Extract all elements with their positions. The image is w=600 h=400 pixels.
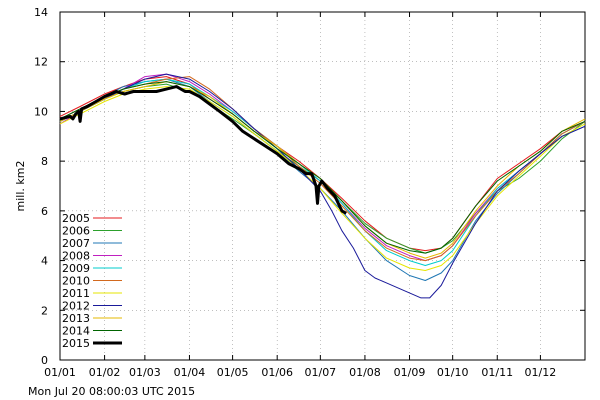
series-line-2013 [59, 81, 586, 259]
chart-legend: 2005200620072008200920102011201220132014… [62, 212, 122, 350]
x-tick-label: 01/11 [481, 366, 513, 379]
series-line-2006 [59, 83, 586, 254]
series-line-2010 [59, 76, 586, 262]
series-line-2008 [59, 73, 586, 262]
x-tick-label: 01/01 [44, 366, 76, 379]
x-tick-label: 01/08 [349, 366, 381, 379]
legend-label-2007: 2007 [62, 237, 90, 250]
chart-axes: 0 2 4 6 8 10 12 14 01/01 01/02 01/03 01/04 01/05 01/0… [34, 6, 586, 379]
legend-label-2013: 2013 [62, 312, 90, 325]
series-line-2014 [59, 81, 586, 254]
legend-label-2014: 2014 [62, 325, 90, 338]
y-tick-label: 14 [34, 6, 48, 19]
y-tick-label: 8 [41, 155, 48, 168]
series-line-2005 [59, 76, 586, 252]
y-tick-label: 4 [41, 255, 48, 268]
chart-series [59, 73, 586, 299]
y-tick-label: 6 [41, 205, 48, 218]
legend-label-2005: 2005 [62, 212, 90, 225]
legend-label-2011: 2011 [62, 287, 90, 300]
x-tick-label: 01/07 [304, 366, 336, 379]
y-tick-label: 0 [41, 354, 48, 367]
x-tick-label: 01/03 [129, 366, 161, 379]
x-tick-label: 01/04 [174, 366, 206, 379]
x-tick-label: 01/09 [394, 366, 426, 379]
x-tick-label: 01/02 [89, 366, 121, 379]
legend-label-2010: 2010 [62, 275, 90, 288]
y-axis-label: mill. km2 [14, 161, 27, 212]
series-line-2015 [59, 85, 347, 215]
x-tick-label: 01/12 [525, 366, 557, 379]
plot-frame [59, 11, 586, 361]
series-line-2012 [59, 73, 586, 299]
series-line-2011 [59, 86, 586, 271]
legend-label-2015: 2015 [62, 337, 90, 350]
x-tick-label: 01/05 [217, 366, 249, 379]
x-tick-label: 01/06 [261, 366, 293, 379]
y-tick-label: 10 [34, 105, 48, 118]
y-tick-label: 12 [34, 56, 48, 69]
legend-label-2008: 2008 [62, 250, 90, 263]
legend-label-2009: 2009 [62, 262, 90, 275]
legend-label-2006: 2006 [62, 225, 90, 238]
y-tick-label: 2 [41, 304, 48, 317]
x-tick-label: 01/10 [437, 366, 469, 379]
chart-timestamp: Mon Jul 20 08:00:03 UTC 2015 [28, 385, 196, 398]
legend-label-2012: 2012 [62, 300, 90, 313]
